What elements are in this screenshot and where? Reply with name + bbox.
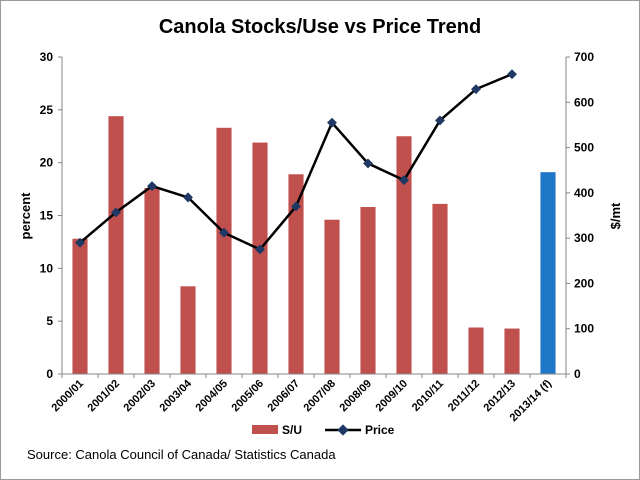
price-marker-2002/03 xyxy=(147,181,157,192)
bar-su-2002/03 xyxy=(144,188,160,374)
x-tick-label: 2007/08 xyxy=(302,378,339,415)
bar-su-2004/05 xyxy=(216,127,232,375)
plot-area: 05101520253001002003004005006007002000/0… xyxy=(40,50,595,424)
y2-tick-label: 600 xyxy=(574,95,594,109)
bar-su-2007/08 xyxy=(324,219,340,374)
x-tick-label: 2000/01 xyxy=(50,378,87,415)
y2-tick-label: 400 xyxy=(574,186,594,200)
price-marker-2003/04 xyxy=(183,192,193,203)
legend-swatch-su xyxy=(252,425,278,434)
legend-label-price: Price xyxy=(365,423,395,437)
x-tick-label: 2003/04 xyxy=(158,377,195,414)
y2-tick-label: 700 xyxy=(574,50,594,64)
x-tick-label: 2010/11 xyxy=(410,378,446,414)
price-marker-2008/09 xyxy=(363,158,373,169)
bar-su-2009/10 xyxy=(396,136,412,374)
y2-tick-label: 200 xyxy=(574,276,594,290)
y-tick-label: 30 xyxy=(40,50,54,64)
y2-tick-label: 100 xyxy=(574,322,594,336)
y-axis-label: percent xyxy=(18,192,33,240)
legend: S/U Price xyxy=(252,423,395,437)
bar-su-2000/01 xyxy=(72,238,88,374)
y2-tick-label: 300 xyxy=(574,231,594,245)
price-marker-2006/07 xyxy=(291,201,301,212)
price-marker-2004/05 xyxy=(219,227,229,238)
chart-title: Canola Stocks/Use vs Price Trend xyxy=(159,16,481,38)
y-tick-label: 20 xyxy=(40,156,54,170)
y-tick-label: 10 xyxy=(40,261,54,275)
x-tick-label: 2001/02 xyxy=(86,378,123,415)
x-tick-label: 2004/05 xyxy=(194,378,231,415)
source-note: Source: Canola Council of Canada/ Statis… xyxy=(27,447,336,462)
x-tick-label: 2006/07 xyxy=(266,378,303,415)
bar-su-2012/13 xyxy=(504,328,520,374)
x-tick-label: 2012/13 xyxy=(482,378,519,415)
bar-su-2003/04 xyxy=(180,286,196,374)
y-tick-label: 0 xyxy=(46,367,53,381)
x-tick-label: 2011/12 xyxy=(446,378,482,414)
bar-su-2013/14 (f) xyxy=(540,172,556,374)
x-tick-label: 2005/06 xyxy=(230,378,267,415)
y2-axis-label: $/mt xyxy=(608,202,623,229)
y-tick-label: 5 xyxy=(46,314,53,328)
x-tick-label: 2009/10 xyxy=(374,378,411,415)
legend-swatch-price-marker xyxy=(337,424,349,436)
bar-su-2010/11 xyxy=(432,203,448,374)
price-marker-2001/02 xyxy=(111,207,121,218)
x-tick-label: 2002/03 xyxy=(122,378,159,415)
y-tick-label: 25 xyxy=(40,103,54,117)
x-tick-label: 2008/09 xyxy=(338,378,375,415)
price-marker-2005/06 xyxy=(255,244,265,255)
legend-label-su: S/U xyxy=(282,423,302,437)
y-tick-label: 15 xyxy=(40,209,54,223)
bar-su-2011/12 xyxy=(468,327,484,374)
price-marker-2000/01 xyxy=(75,237,85,248)
bar-su-2005/06 xyxy=(252,142,268,374)
price-marker-2012/13 xyxy=(507,69,517,80)
bar-su-2001/02 xyxy=(108,116,124,374)
y2-tick-label: 0 xyxy=(574,367,581,381)
y2-tick-label: 500 xyxy=(574,141,594,155)
bar-su-2006/07 xyxy=(288,174,304,374)
bar-su-2008/09 xyxy=(360,207,376,374)
price-marker-2009/10 xyxy=(399,175,409,186)
